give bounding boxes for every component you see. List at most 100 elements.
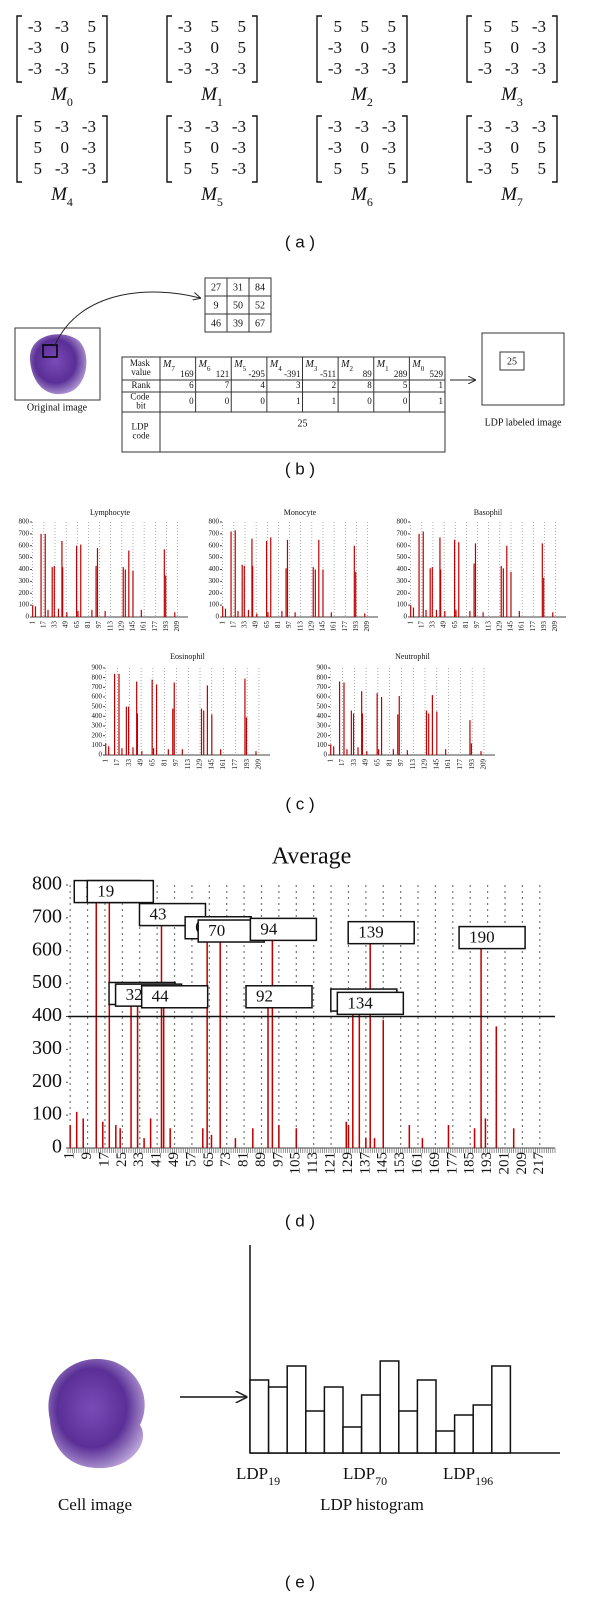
- bracket: [402, 15, 408, 83]
- x-tick-label: 25: [114, 1152, 130, 1167]
- y-tick-label: 500: [317, 702, 328, 710]
- bar: [82, 1118, 84, 1148]
- mask-value: -295: [248, 369, 265, 379]
- bar: [482, 612, 484, 617]
- bar: [473, 1128, 476, 1148]
- bar: [455, 609, 457, 617]
- y-tick-label: 300: [209, 577, 220, 585]
- bar: [397, 714, 399, 755]
- chart-title: Average: [272, 844, 352, 870]
- bar: [105, 743, 107, 755]
- matrix-entry: -3: [355, 117, 369, 136]
- bar: [153, 748, 155, 755]
- bar: [435, 609, 438, 617]
- y-tick-label: 100: [92, 741, 103, 749]
- matrix-entry: 5: [238, 17, 247, 36]
- annotation-box: [245, 985, 313, 1009]
- label-sub: 1: [385, 365, 389, 373]
- bar: [333, 746, 335, 755]
- x-tick-label: 33: [51, 621, 59, 629]
- x-tick-label: 17: [113, 759, 121, 767]
- bar: [428, 713, 430, 755]
- bracket: [466, 15, 472, 83]
- bar: [480, 751, 482, 755]
- header-word: value: [131, 367, 151, 377]
- x-tick-label: 161: [518, 621, 526, 632]
- x-tick-label: 65: [73, 621, 81, 629]
- label-sub: 7: [517, 195, 523, 209]
- bar: [125, 706, 127, 755]
- matrix-entry: -3: [178, 38, 192, 57]
- x-tick-label: 161: [140, 621, 148, 632]
- bar: [366, 751, 368, 755]
- bar: [484, 1118, 487, 1148]
- bar: [44, 533, 46, 617]
- annotation-box: [249, 917, 318, 942]
- x-tick-label: 193: [479, 1152, 495, 1175]
- bar: [234, 530, 236, 617]
- x-tick-label: 121: [323, 1152, 339, 1175]
- bar: [445, 749, 447, 755]
- bar: [53, 565, 55, 617]
- x-tick-label: 41: [149, 1152, 165, 1167]
- bar: [346, 749, 348, 755]
- label-sub: 4: [67, 195, 73, 209]
- annotation-box: [347, 920, 415, 945]
- x-tick-label: 169: [427, 1152, 443, 1175]
- bar: [136, 1004, 139, 1148]
- x-tick-label: 33: [241, 621, 249, 629]
- mask-name: M6: [198, 359, 211, 372]
- bar: [224, 608, 227, 617]
- bar: [119, 1128, 121, 1148]
- bar: [69, 1124, 71, 1148]
- bar: [165, 575, 167, 617]
- x-tick-label: 129: [307, 621, 315, 632]
- matrix-name: M2: [350, 84, 373, 108]
- matrix-entry: 5: [184, 138, 193, 157]
- matrix-entry: -3: [205, 117, 219, 136]
- hist-tick-label: LDP19: [236, 1464, 280, 1488]
- caption: ( b ): [285, 459, 315, 478]
- bar: [122, 567, 124, 617]
- mask-value: 121: [216, 369, 230, 379]
- x-tick-label: 177: [529, 621, 537, 632]
- bar: [418, 533, 420, 617]
- x-tick-label: 97: [270, 1152, 286, 1168]
- bar: [285, 568, 287, 617]
- bar: [244, 678, 246, 755]
- label-base: M: [162, 359, 172, 370]
- label-base: M: [411, 359, 421, 370]
- matrix-entry: -3: [82, 138, 96, 157]
- x-tick-label: 1: [326, 759, 334, 763]
- annotation: 94: [260, 919, 278, 938]
- x-tick-label: 209: [514, 1152, 530, 1175]
- label-sub: 19: [268, 1474, 280, 1488]
- x-tick-label: 97: [95, 621, 103, 629]
- y-tick-label: 800: [397, 518, 408, 526]
- patch-value: 50: [233, 300, 243, 311]
- x-tick-label: 145: [507, 621, 515, 632]
- bar: [352, 1009, 354, 1148]
- y-tick-label: 0: [216, 613, 220, 621]
- matrix-entry: -3: [478, 138, 492, 157]
- matrix-entry: -3: [478, 159, 492, 178]
- matrix-entry: 5: [34, 117, 43, 136]
- chart-title: Neutrophil: [395, 652, 430, 661]
- chart-title: Lymphocyte: [90, 508, 130, 517]
- matrix-entry: -3: [532, 117, 546, 136]
- matrix-entry: -3: [55, 159, 69, 178]
- bar: [108, 901, 111, 1148]
- x-tick-label: 81: [160, 759, 168, 767]
- image-label: Original image: [27, 402, 88, 413]
- bar: [421, 1138, 424, 1148]
- bar: [95, 901, 98, 1148]
- x-tick-label: 217: [531, 1152, 547, 1175]
- x-tick-label: 209: [255, 759, 263, 770]
- matrix-entry: -3: [328, 38, 342, 57]
- x-tick-label: 49: [362, 759, 370, 767]
- mask-value: 169: [180, 369, 194, 379]
- annotation: 32: [126, 985, 143, 1004]
- y-tick-label: 100: [209, 601, 220, 609]
- y-tick-label: 200: [397, 589, 408, 597]
- matrix-entry: -3: [532, 59, 546, 78]
